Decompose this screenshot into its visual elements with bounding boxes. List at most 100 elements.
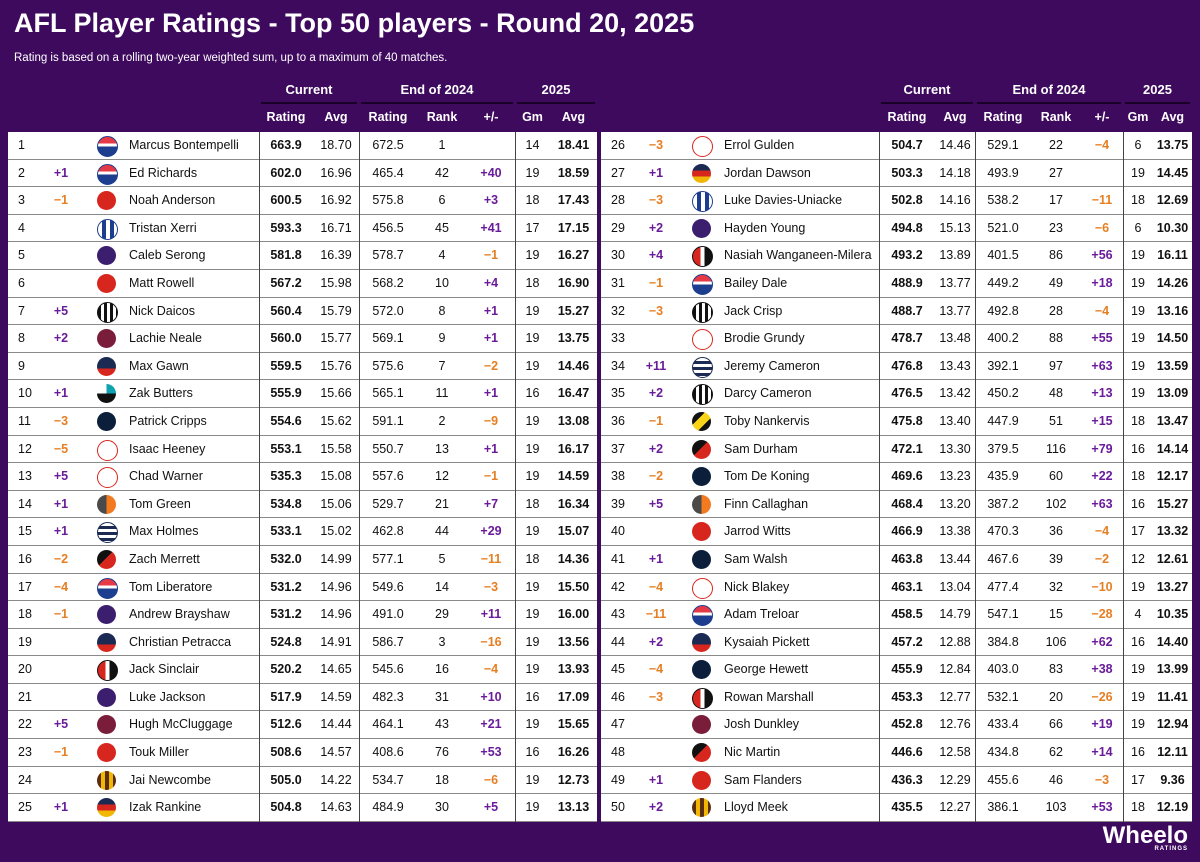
table-row: 8 +2 Lachie Neale 560.0 15.77 569.1 9 +1 19 13.75	[8, 325, 597, 353]
rank-2024: 49	[1049, 275, 1063, 290]
player-name: Max Gawn	[129, 358, 189, 373]
rating-2024: 482.3	[372, 689, 404, 704]
player-name: Chad Warner	[129, 469, 203, 484]
right-panel: Current End of 2024 2025 Rating Avg Rating Ran…	[601, 78, 1192, 822]
player-name: Hugh McCluggage	[129, 717, 233, 732]
table-row: 25 +1 Izak Rankine 504.8 14.63 484.9 30 +5 19 13.…	[8, 794, 597, 822]
rating-2024: 549.6	[372, 579, 404, 594]
rank-2024: 13	[435, 441, 449, 456]
rank-change-cell	[38, 270, 84, 297]
rank-2024: 27	[1049, 165, 1063, 180]
rank-change-cell: −3	[648, 689, 664, 704]
player-name: Jack Crisp	[724, 303, 783, 318]
games-2025: 19	[525, 331, 540, 346]
player-name: Zak Butters	[129, 386, 193, 401]
avg-2025: 14.26	[1156, 275, 1189, 290]
games-2025: 19	[1131, 579, 1145, 594]
group-header-current: Current	[881, 78, 973, 104]
player-name: Nic Martin	[724, 745, 781, 760]
avg-2025: 16.90	[557, 275, 590, 290]
current-avg: 12.27	[939, 800, 971, 815]
games-2025: 19	[1131, 358, 1145, 373]
table-row: 31 −1 Bailey Dale 488.9 13.77 449.2 49 +18 19 14.…	[601, 270, 1192, 298]
rank-cell: 11	[18, 413, 31, 428]
rank-diff: +41	[480, 220, 502, 235]
rank-change-cell	[38, 629, 84, 656]
rank-change-cell	[38, 684, 84, 711]
rank-cell: 7	[18, 303, 25, 318]
rating-2024: 384.8	[987, 634, 1019, 649]
current-avg: 12.77	[939, 689, 971, 704]
rank-cell: 27	[611, 165, 625, 180]
rank-2024: 116	[1046, 441, 1066, 456]
avg-2025: 13.59	[1156, 358, 1189, 373]
avg-2025: 16.26	[557, 745, 590, 760]
current-avg: 13.23	[939, 469, 971, 484]
rank-diff: +19	[1091, 717, 1113, 732]
rank-change-cell: +1	[648, 772, 664, 787]
rank-change-cell	[633, 739, 679, 766]
current-avg: 15.06	[320, 496, 352, 511]
rating-2024: 450.2	[987, 386, 1019, 401]
team-logo-icon	[97, 798, 116, 818]
rank-2024: 7	[438, 358, 446, 373]
rank-2024: 36	[1049, 524, 1063, 539]
player-name: George Hewett	[724, 662, 809, 677]
page-title: AFL Player Ratings - Top 50 players - Ro…	[14, 8, 695, 38]
table-row: 19 Christian Petracca 524.8 14.91 586.7 3 −16 1…	[8, 629, 597, 657]
avg-2025: 12.94	[1156, 717, 1189, 732]
player-name: Nick Daicos	[129, 303, 195, 318]
rank-diff: +1	[483, 303, 499, 318]
rank-cell: 49	[611, 772, 625, 787]
player-name: Jack Sinclair	[129, 662, 200, 677]
current-rating: 560.0	[270, 331, 302, 346]
rank-cell: 34	[611, 358, 625, 373]
rank-diff: −10	[1091, 579, 1113, 594]
rank-diff: +63	[1091, 358, 1113, 373]
current-avg: 13.38	[939, 524, 971, 539]
rank-change-cell	[38, 242, 84, 269]
games-2025: 19	[525, 469, 540, 484]
rank-cell: 20	[18, 662, 32, 677]
current-avg: 16.71	[320, 220, 352, 235]
games-2025: 18	[1131, 413, 1145, 428]
rating-2024: 484.9	[372, 800, 404, 815]
current-rating: 560.4	[270, 303, 302, 318]
rank-2024: 32	[1049, 579, 1063, 594]
current-rating: 475.8	[891, 413, 923, 428]
player-name: Tom Liberatore	[129, 579, 213, 594]
rank-change-cell: +1	[53, 496, 69, 511]
rank-change-cell	[38, 132, 84, 159]
games-2025: 12	[1131, 551, 1145, 566]
table-row: 4 Tristan Xerri 593.3 16.71 456.5 45 +41 17 17.1…	[8, 215, 597, 243]
current-rating: 593.3	[270, 220, 302, 235]
column-header-gm: Gm	[1127, 110, 1149, 124]
rank-diff: +3	[483, 193, 499, 208]
avg-2025: 13.09	[1156, 386, 1189, 401]
avg-2025: 14.50	[1156, 331, 1189, 346]
table-row: 11 −3 Patrick Cripps 554.6 15.62 591.1 2 −9 19 13…	[8, 408, 597, 436]
current-avg: 14.99	[320, 551, 352, 566]
column-divider	[515, 132, 516, 822]
current-avg: 14.91	[320, 634, 352, 649]
table-row: 37 +2 Sam Durham 472.1 13.30 379.5 116 +79 16 14.…	[601, 436, 1192, 464]
rank-2024: 60	[1049, 469, 1063, 484]
games-2025: 19	[525, 413, 540, 428]
rank-cell: 9	[18, 358, 25, 373]
player-name: Nick Blakey	[724, 579, 790, 594]
table-row: 9 Max Gawn 559.5 15.76 575.6 7 −2 19 14.46	[8, 353, 597, 381]
games-2025: 19	[525, 303, 540, 318]
current-rating: 472.1	[891, 441, 923, 456]
player-name: Kysaiah Pickett	[724, 634, 810, 649]
team-logo-icon	[97, 191, 116, 211]
column-header-avg: Avg	[561, 110, 586, 124]
table-row: 27 +1 Jordan Dawson 503.3 14.18 493.9 27 19 14.4…	[601, 160, 1192, 188]
player-name: Christian Petracca	[129, 634, 232, 649]
player-name: Jai Newcombe	[129, 772, 211, 787]
rank-change-cell: −1	[648, 275, 664, 290]
player-name: Josh Dunkley	[724, 717, 800, 732]
column-divider	[259, 132, 260, 822]
rank-change-cell: +11	[645, 358, 667, 373]
rank-cell: 31	[611, 275, 625, 290]
player-name: Lachie Neale	[129, 331, 202, 346]
